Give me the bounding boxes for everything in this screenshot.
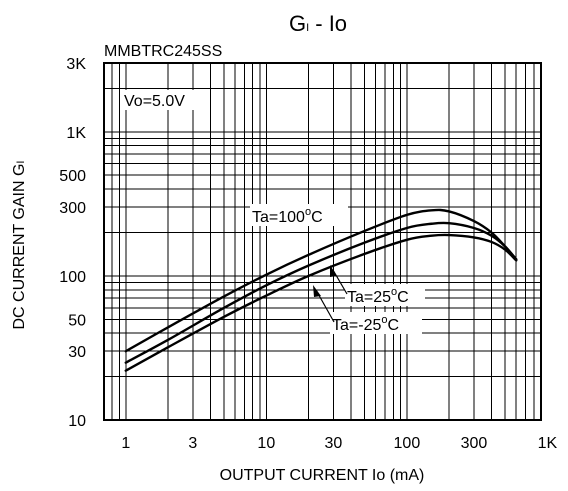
series-label-ta25: Ta=25oC xyxy=(330,265,425,306)
condition-label-bg xyxy=(121,90,201,110)
grid xyxy=(103,63,541,420)
y-tick-label: 50 xyxy=(68,312,86,329)
chart-title-main: G xyxy=(289,11,306,36)
degree-sign: o xyxy=(391,286,397,298)
degree-sign: o xyxy=(305,206,311,218)
y-tick-label: 3K xyxy=(66,56,86,73)
series-label-ta100-suffix: C xyxy=(311,209,323,226)
x-tick-label: 3 xyxy=(188,435,197,452)
series-label-ta25-text: Ta=25oC xyxy=(347,286,409,306)
y-axis-label-main: DC CURRENT GAIN G xyxy=(11,164,28,330)
chart-title-rest: - Io xyxy=(309,11,347,36)
series-label-ta-25-prefix: Ta=-25 xyxy=(332,317,381,334)
series-label-ta25-arrow xyxy=(330,265,337,277)
y-tick-label: 100 xyxy=(59,269,86,286)
series-label-ta-25-text: Ta=-25oC xyxy=(332,314,399,334)
series-label-ta100-prefix: Ta=100 xyxy=(252,209,305,226)
x-tick-label: 300 xyxy=(461,435,488,452)
series-label-ta25-suffix: C xyxy=(397,289,409,306)
chart-title: GI - Io xyxy=(289,11,347,36)
series-label-ta100: Ta=100oC xyxy=(250,204,348,226)
curve-ta-100c xyxy=(124,208,518,353)
series-label-ta-25-suffix: C xyxy=(388,317,400,334)
plot-frame xyxy=(103,62,542,421)
series-label-ta100-text: Ta=100oC xyxy=(252,206,323,226)
y-axis-label: DC CURRENT GAIN GI xyxy=(11,161,28,330)
series-label-ta-25: Ta=-25oC xyxy=(313,285,422,334)
degree-sign: o xyxy=(381,314,387,326)
series-label-ta25-bg xyxy=(345,284,425,306)
curves xyxy=(124,208,518,372)
x-tick-label: 100 xyxy=(394,435,421,452)
curve-ta-minus-25c xyxy=(124,233,518,372)
x-tick-label: 30 xyxy=(324,435,342,452)
condition-label: Vo=5.0V xyxy=(124,93,185,110)
y-tick-label: 10 xyxy=(68,413,86,430)
y-tick-label: 30 xyxy=(68,344,86,361)
series-label-ta25-prefix: Ta=25 xyxy=(347,289,391,306)
y-tick-label: 1K xyxy=(66,125,86,142)
chart-title-subscript: I xyxy=(306,22,309,34)
tick-labels: 1 3 10 30 100 300 1K 10 30 50 100 300 500 1K 3K xyxy=(59,56,557,452)
series-label-ta-25-bg xyxy=(330,312,422,334)
part-number-label: MMBTRC245SS xyxy=(104,43,222,60)
curve-ta-25c xyxy=(124,221,518,364)
y-axis-label-subscript: I xyxy=(15,161,27,164)
y-tick-label: 500 xyxy=(59,168,86,185)
y-tick-label: 300 xyxy=(59,200,86,217)
x-axis-label: OUTPUT CURRENT Io (mA) xyxy=(220,467,425,484)
x-tick-label: 10 xyxy=(257,435,275,452)
x-tick-label: 1 xyxy=(121,435,130,452)
x-tick-label: 1K xyxy=(538,435,558,452)
series-label-ta100-bg xyxy=(250,204,348,226)
series-label-ta-25-arrow xyxy=(313,285,321,297)
